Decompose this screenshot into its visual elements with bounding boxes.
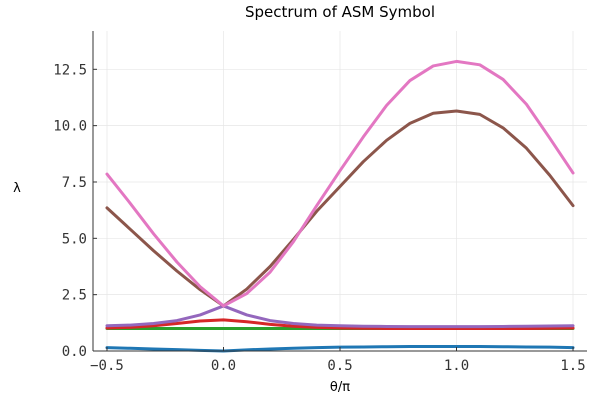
y-tick-label: 0.0 bbox=[62, 344, 87, 360]
x-tick-label: 1.5 bbox=[560, 358, 585, 374]
y-tick-label: 5.0 bbox=[62, 231, 87, 247]
series-line-5 bbox=[105, 109, 575, 308]
series-lines bbox=[105, 59, 575, 353]
axes: −0.5 0.0 0.5 1.0 1.50.02.55.07.510.012.5 bbox=[53, 31, 587, 374]
series-line-4 bbox=[105, 304, 575, 329]
x-tick-label: 1.0 bbox=[444, 358, 469, 374]
x-tick-label: −0.5 bbox=[90, 358, 124, 374]
y-tick-label: 7.5 bbox=[62, 175, 87, 191]
y-tick-label: 12.5 bbox=[53, 62, 87, 78]
y-tick-label: 10.0 bbox=[53, 119, 87, 135]
y-axis-label: λ bbox=[13, 181, 21, 196]
series-line-3 bbox=[105, 318, 575, 330]
x-tick-label: 0.5 bbox=[327, 358, 352, 374]
y-tick-label: 2.5 bbox=[62, 288, 87, 304]
x-tick-label: 0.0 bbox=[211, 358, 236, 374]
x-axis-label: θ/π bbox=[330, 380, 350, 395]
chart-title: Spectrum of ASM Symbol bbox=[245, 3, 435, 21]
grid bbox=[93, 31, 587, 352]
series-line-6 bbox=[105, 59, 575, 308]
